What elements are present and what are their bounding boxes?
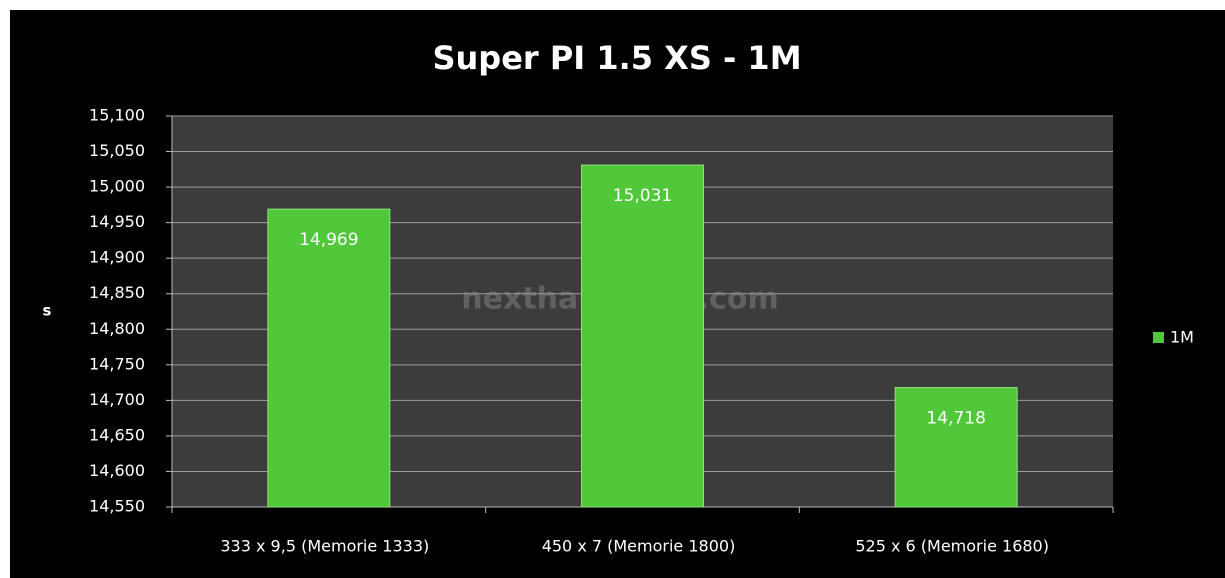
y-tick-label: 15,100 xyxy=(89,106,145,125)
y-tick-label: 15,000 xyxy=(89,177,145,196)
y-tick-label: 14,600 xyxy=(89,461,145,480)
y-tick-label: 14,800 xyxy=(89,319,145,338)
x-tick-label: 450 x 7 (Memorie 1800) xyxy=(542,537,736,556)
y-tick-label: 14,950 xyxy=(89,212,145,231)
y-tick-label: 14,900 xyxy=(89,248,145,267)
x-tick-label: 525 x 6 (Memorie 1680) xyxy=(855,537,1049,556)
data-label: 15,031 xyxy=(613,186,672,206)
bar xyxy=(267,208,391,508)
y-tick-label: 14,750 xyxy=(89,354,145,373)
legend-label: 1M xyxy=(1170,328,1194,347)
y-tick-label: 15,050 xyxy=(89,141,145,160)
y-tick-label: 14,850 xyxy=(89,283,145,302)
legend-swatch xyxy=(1153,332,1164,343)
bar xyxy=(894,387,1018,508)
chart-title: Super PI 1.5 XS - 1M xyxy=(432,39,801,77)
y-tick-label: 14,550 xyxy=(89,497,145,516)
x-tick-label: 333 x 9,5 (Memorie 1333) xyxy=(220,537,429,556)
y-axis-label: s xyxy=(43,302,52,320)
bar xyxy=(581,164,704,508)
y-tick-label: 14,650 xyxy=(89,425,145,444)
data-label: 14,718 xyxy=(926,409,985,429)
y-tick-label: 14,700 xyxy=(89,390,145,409)
data-label: 14,969 xyxy=(299,230,358,250)
